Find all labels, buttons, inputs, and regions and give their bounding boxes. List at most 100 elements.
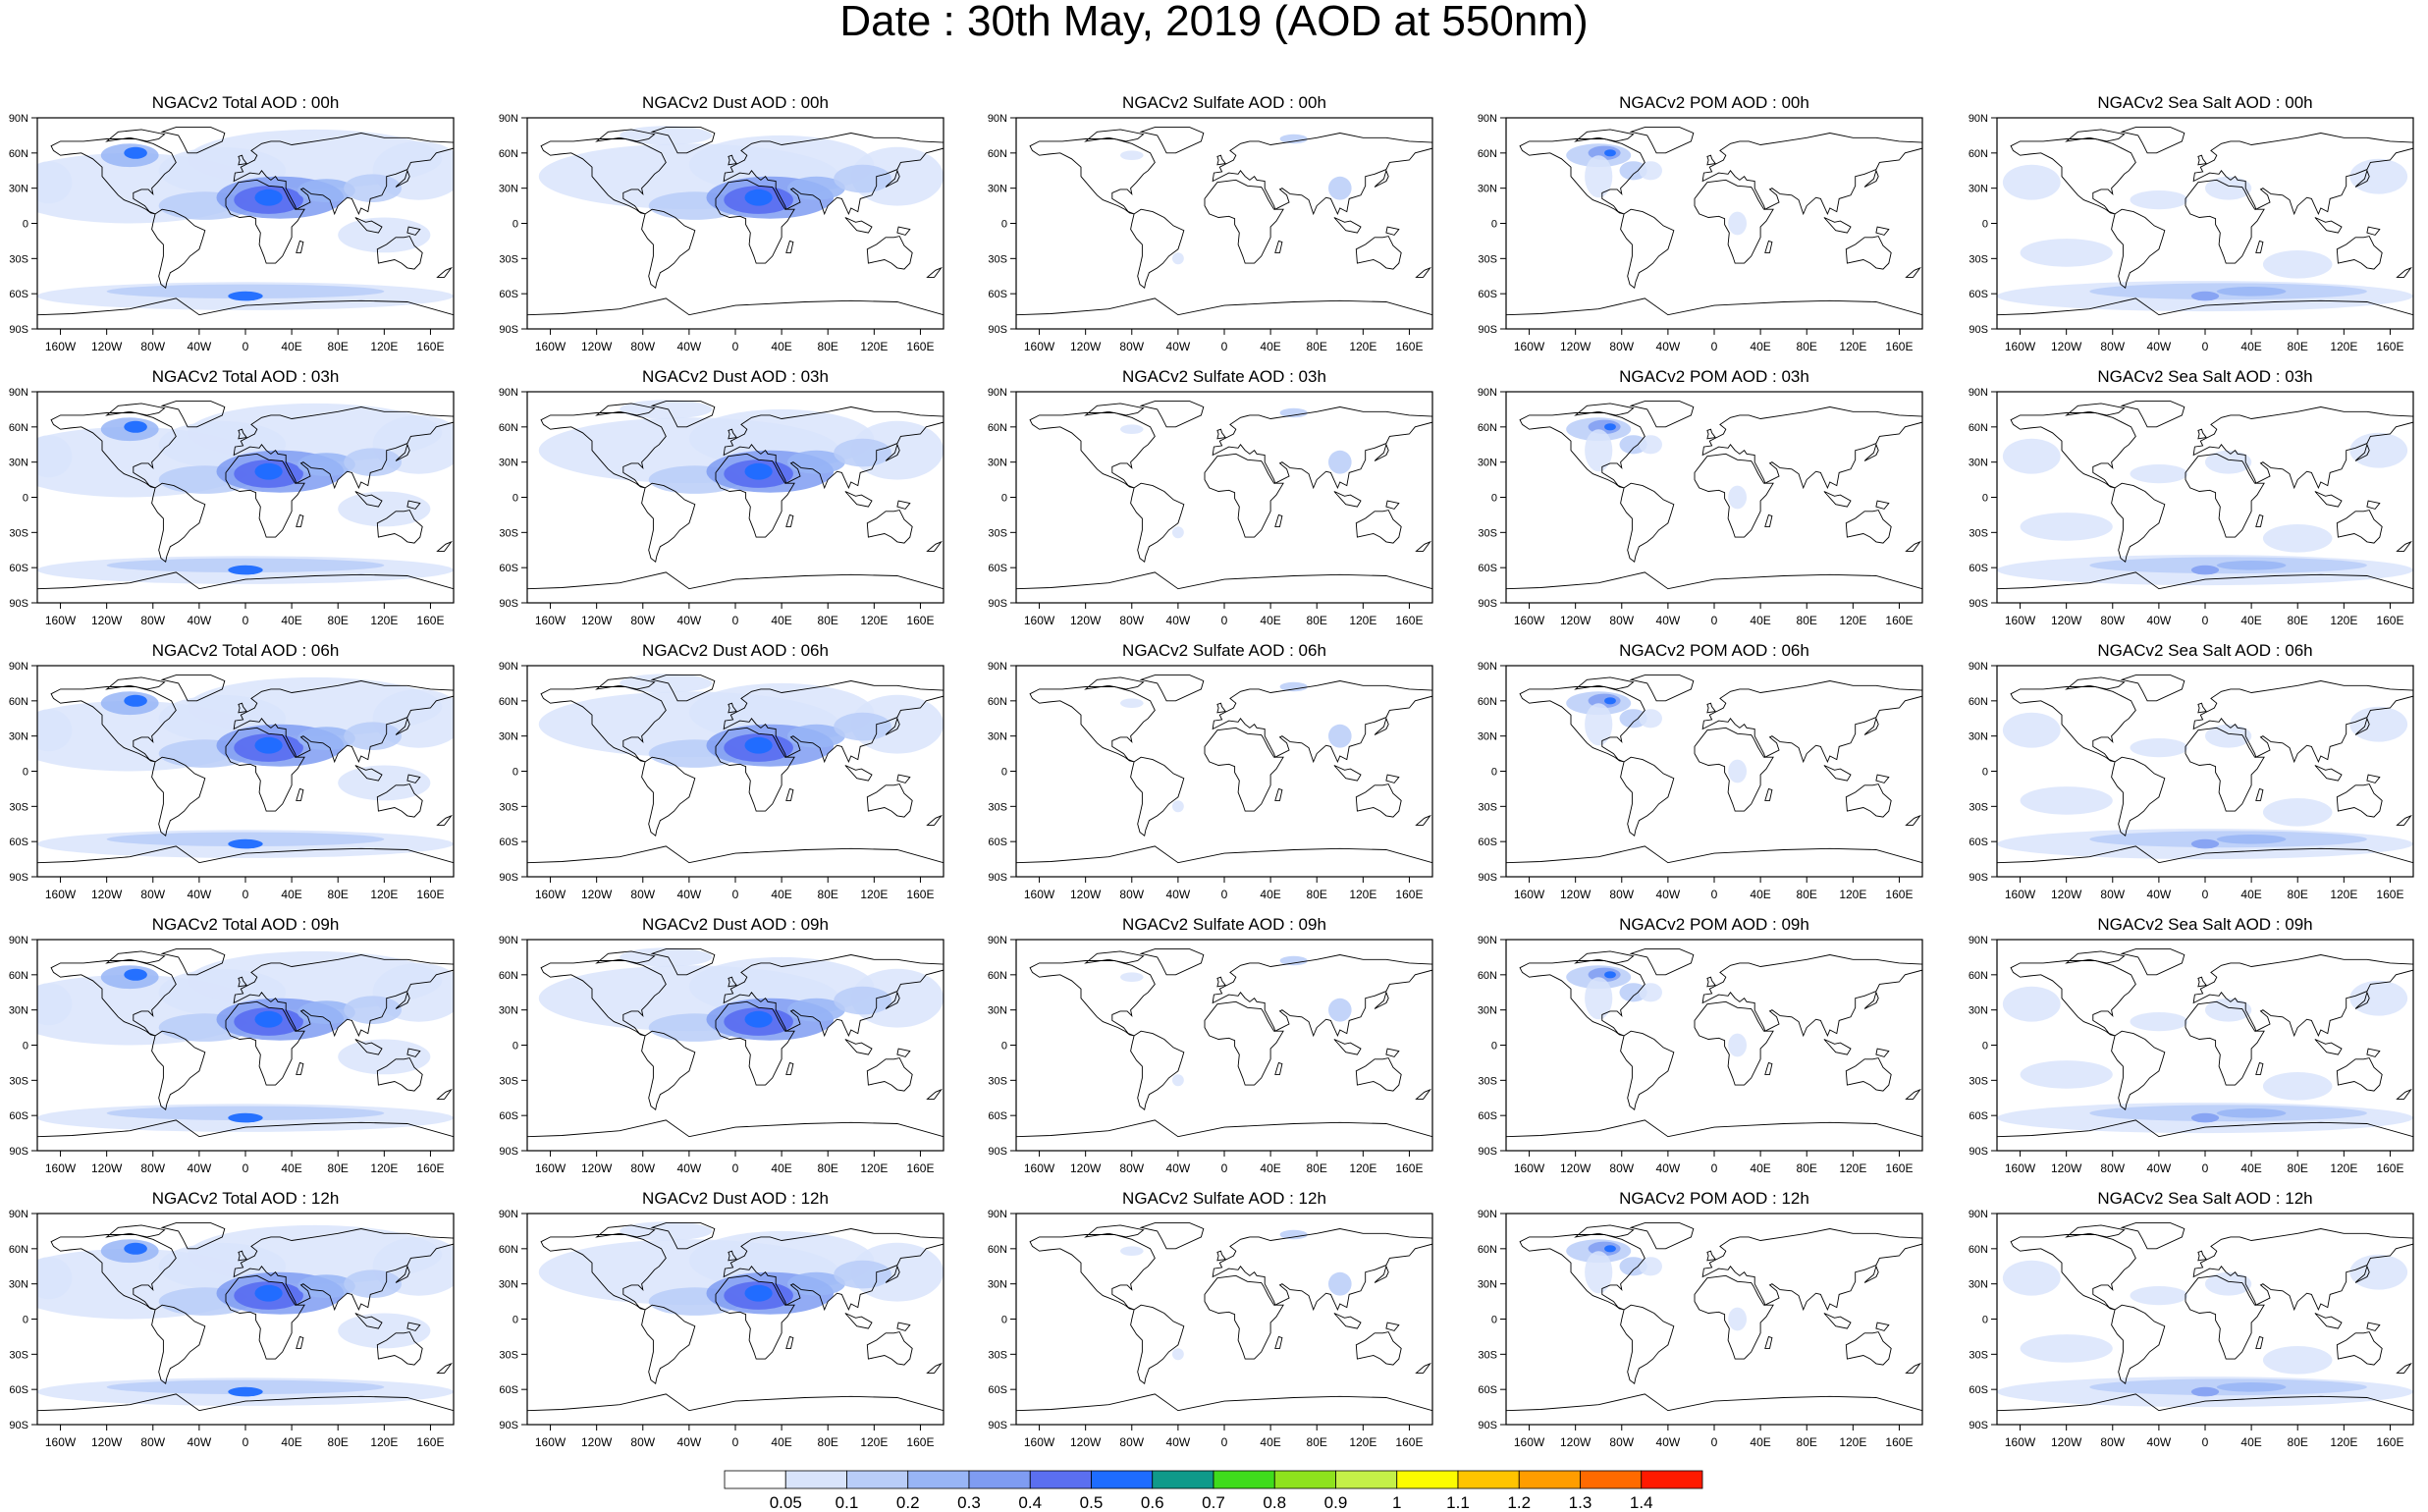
coastline [1084,403,1145,416]
lat-tick-label: 60S [1478,1110,1497,1122]
lat-tick-label: 90N [988,935,1007,946]
coastline [2120,675,2185,702]
coastline [436,814,453,826]
panel-title: NGACv2 Dust AOD : 00h [642,93,829,112]
aod-field [1604,1245,1616,1253]
lon-tick-label: 120E [860,1161,888,1175]
lat-tick-label: 90N [499,661,518,673]
lat-tick-label: 0 [23,767,28,779]
aod-field [106,284,385,298]
lon-tick-label: 40E [1260,888,1280,901]
coastline [2314,1039,2343,1055]
coastline [1845,1331,1892,1366]
coastline [105,676,166,690]
aod-field [834,712,891,741]
coastline [1385,226,1400,236]
aod-field [1639,161,1662,181]
coastline [1333,765,1362,782]
lon-tick-label: 120E [1349,614,1376,627]
lat-tick-label: 30S [988,253,1007,265]
lon-tick-label: 80W [140,888,165,901]
panel-title: NGACv2 Total AOD : 00h [152,93,340,112]
lon-tick-label: 160E [416,1435,444,1449]
lon-tick-label: 160W [45,340,77,353]
coastline [37,1119,454,1151]
lon-tick-label: 40W [1166,1435,1191,1449]
lat-tick-label: 60S [499,837,518,848]
coastline [225,727,305,812]
panel-title: NGACv2 Sea Salt AOD : 06h [2097,641,2312,660]
lon-tick-label: 80E [1307,614,1327,627]
lon-tick-label: 120E [1349,1161,1376,1175]
aod-field [297,727,355,750]
lon-tick-label: 120W [91,614,123,627]
aod-field [297,1274,355,1298]
coastline [1385,1048,1400,1057]
lon-tick-label: 120W [1070,340,1102,353]
coastline [1333,491,1362,508]
aod-field [2262,798,2333,827]
coastline [2111,1304,2166,1384]
coastline [1130,482,1185,563]
lat-tick-label: 30S [1478,1075,1497,1087]
lon-tick-label: 160E [416,888,444,901]
coastline [1415,540,1431,552]
lon-tick-label: 0 [1711,1435,1718,1449]
coastline [728,702,738,714]
lon-tick-label: 120W [1560,614,1592,627]
lon-tick-label: 40E [1260,614,1280,627]
coastline [1084,1224,1145,1238]
aod-field [2190,565,2220,575]
lon-tick-label: 120W [2051,614,2082,627]
lat-tick-label: 30S [988,527,1007,539]
coastline [1823,765,1852,782]
coastline [1374,991,1389,1009]
coastline [2354,169,2370,188]
lon-tick-label: 0 [243,1435,249,1449]
panel-title: NGACv2 Total AOD : 06h [152,641,340,660]
lat-tick-label: 0 [1001,1041,1007,1053]
coastline [2111,208,2166,289]
lat-tick-label: 30S [1969,1075,1988,1087]
lat-tick-label: 30S [499,527,518,539]
coastline [1905,1362,1921,1374]
coastline [844,1039,873,1055]
coastline [641,1304,696,1384]
lat-tick-label: 0 [1982,219,1988,231]
aod-field [254,462,283,480]
lat-tick-label: 60N [499,1244,518,1256]
coastline [1139,1222,1205,1250]
coastline [595,403,656,416]
coastline [1519,686,1646,763]
lon-tick-label: 160E [416,1161,444,1175]
coastline [395,169,410,188]
aod-field [1172,1348,1184,1361]
lat-tick-label: 90N [9,1209,28,1220]
aod-field [2349,980,2408,1016]
aod-field [1120,424,1144,434]
lon-tick-label: 120W [2051,888,2082,901]
coastline [1694,179,1774,264]
coastline [2336,783,2383,818]
lon-tick-label: 160W [535,340,567,353]
lon-tick-label: 160W [2005,340,2036,353]
coastline [2010,960,2136,1037]
panel-title: NGACv2 Sulfate AOD : 00h [1122,93,1326,112]
coastline [225,1274,305,1360]
coastline [1574,403,1635,416]
coastline [1823,1039,1852,1055]
aod-field [620,126,713,145]
coastline [1029,686,1156,763]
panel-title: NGACv2 POM AOD : 00h [1619,93,1809,112]
aod-field [2190,291,2220,301]
lon-tick-label: 40E [281,1161,301,1175]
lon-tick-label: 120E [860,888,888,901]
coastline [896,500,911,510]
lat-tick-label: 90S [9,1420,28,1431]
lon-tick-label: 40E [1750,1161,1770,1175]
coastline [785,240,794,253]
coastline [1029,1234,1156,1311]
coastline [2354,443,2370,461]
lon-tick-label: 0 [243,340,249,353]
coastline [1706,154,1717,166]
